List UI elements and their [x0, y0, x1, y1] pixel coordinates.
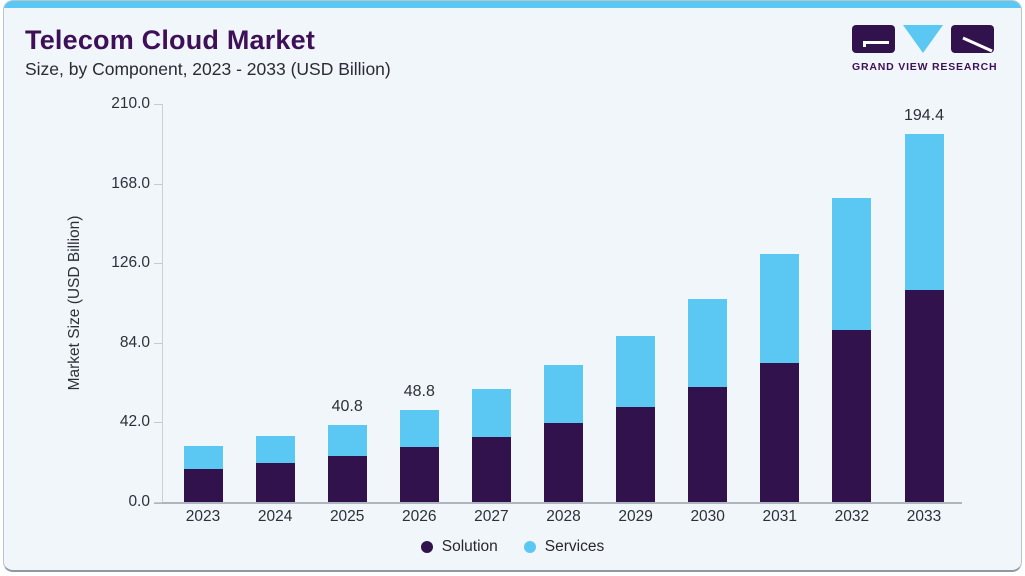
y-tick-mark	[154, 183, 162, 185]
bar-segment-services-2028	[544, 364, 583, 423]
gvr-logo-v-triangle	[903, 25, 943, 53]
bar-segment-services-2027	[471, 389, 511, 437]
y-axis-title: Market Size (USD Billion)	[66, 215, 83, 391]
y-tick-mark	[154, 263, 162, 265]
chart-plot-area: Market Size (USD Billion) 210.0 168.0 126.…	[4, 1, 1021, 570]
x-category-label: 2033	[906, 508, 942, 525]
bar-total-label-2033: 194.4	[903, 106, 945, 124]
x-category-label: 2025	[329, 508, 365, 525]
x-category-label: 2026	[402, 508, 437, 525]
chart-card: Telecom Cloud Market Size, by Component,…	[3, 0, 1022, 572]
bar-segment-solution-2025	[327, 456, 367, 502]
legend-label: Solution	[441, 538, 498, 555]
bar-segment-solution-2033	[904, 289, 944, 502]
bar-segment-solution-2031	[760, 362, 800, 502]
page-subtitle: Size, by Component, 2023 - 2033 (USD Bil…	[25, 59, 391, 79]
x-category-label: 2028	[546, 508, 581, 525]
y-tick-mark	[154, 502, 162, 503]
bar-segment-services-2023	[183, 446, 223, 470]
y-tick-label: 210.0	[111, 95, 150, 112]
bar-total-label-2025: 40.8	[331, 397, 363, 415]
bar-segment-services-2031	[760, 254, 800, 363]
bar-segment-services-2032	[832, 198, 872, 331]
x-category-label: 2027	[474, 508, 509, 525]
y-tick-label: 0.0	[128, 493, 150, 510]
bar-segment-solution-2030	[688, 386, 728, 502]
x-category-label: 2023	[185, 508, 221, 525]
y-tick-label: 126.0	[111, 254, 150, 272]
legend-dot-icon	[523, 541, 536, 553]
gvr-logo-text: GRAND VIEW RESEARCH	[852, 61, 998, 73]
y-tick-mark	[154, 422, 162, 424]
bar-segment-solution-2024	[255, 462, 295, 502]
gvr-logo-g-block	[852, 25, 895, 53]
bar-segment-solution-2026	[399, 447, 439, 502]
legend-dot-icon	[420, 541, 433, 553]
bar-segment-services-2024	[255, 435, 295, 463]
bar-segment-services-2033	[904, 133, 944, 290]
legend-label: Services	[544, 538, 605, 555]
bar-segment-solution-2032	[832, 330, 872, 502]
legend-item-solution: Solution	[420, 538, 498, 556]
bar-segment-services-2026	[399, 409, 439, 448]
bar-segment-services-2025	[327, 424, 367, 457]
x-category-label: 2024	[257, 508, 293, 525]
chart-legend: Solution Services	[4, 538, 1021, 556]
bar-segment-services-2030	[688, 299, 728, 387]
bar-segment-services-2029	[616, 335, 656, 408]
bar-segment-solution-2029	[616, 407, 656, 502]
y-tick-label: 84.0	[119, 333, 150, 351]
page-title: Telecom Cloud Market	[25, 25, 316, 55]
x-category-label: 2030	[690, 508, 725, 525]
gvr-logo: GRAND VIEW RESEARCH	[852, 25, 998, 73]
card-top-accent-bar	[4, 1, 1021, 8]
x-category-label: 2032	[834, 508, 870, 525]
gvr-logo-r-block	[951, 25, 994, 53]
x-category-label: 2031	[762, 508, 798, 525]
bar-segment-solution-2028	[544, 422, 583, 502]
x-axis-line	[154, 502, 962, 504]
bar-segment-solution-2027	[471, 436, 511, 502]
y-tick-label: 42.0	[119, 413, 150, 431]
legend-item-services: Services	[523, 538, 605, 556]
x-category-label: 2029	[618, 508, 653, 525]
y-tick-mark	[154, 342, 162, 344]
bar-total-label-2026: 48.8	[403, 382, 435, 400]
y-tick-label: 168.0	[111, 174, 150, 192]
bar-segment-solution-2023	[183, 469, 223, 502]
y-axis-line	[162, 104, 163, 502]
y-tick-mark	[154, 104, 162, 105]
